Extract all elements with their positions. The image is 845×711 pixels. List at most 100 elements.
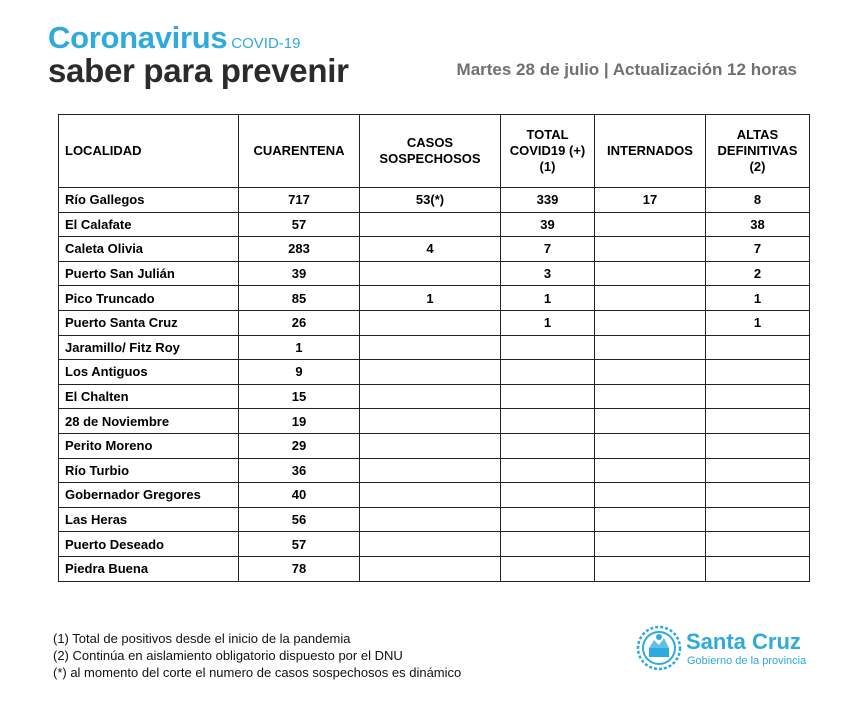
col-header-altas: ALTAS DEFINITIVAS (2) (705, 114, 810, 188)
header-subtitle: saber para prevenir (48, 52, 349, 89)
footnote: (1) Total de positivos desde el inicio d… (53, 631, 351, 646)
header-line: COVID19 (+) (509, 143, 586, 158)
table-cell (359, 408, 501, 434)
table-cell (705, 383, 810, 410)
table-cell: 1 (705, 309, 810, 336)
table-cell: 8 (705, 187, 810, 213)
table-row: Puerto San Julián 39 3 2 (58, 260, 810, 287)
cell-localidad: Gobernador Gregores (58, 482, 239, 508)
table-cell (594, 408, 706, 434)
cell-localidad: Jaramillo/ Fitz Roy (58, 334, 239, 361)
table-cell (500, 531, 595, 557)
cell-localidad: Perito Moreno (58, 432, 239, 459)
table-row: El Chalten 15 (58, 383, 810, 410)
table-cell: 9 (238, 359, 360, 385)
table-row: Jaramillo/ Fitz Roy 1 (58, 334, 810, 361)
table-cell: 56 (238, 506, 360, 533)
table-cell (705, 531, 810, 557)
header-line: CASOS (406, 135, 454, 150)
table-cell: 3 (500, 260, 595, 287)
table-row: Las Heras 56 (58, 506, 810, 533)
table-cell (359, 260, 501, 287)
header-line: (1) (539, 159, 556, 174)
table-cell (594, 555, 706, 582)
cell-localidad: Río Turbio (58, 457, 239, 484)
table-cell (705, 482, 810, 508)
table-cell: 283 (238, 236, 360, 262)
header-line: DEFINITIVAS (717, 143, 798, 158)
table-cell: 7 (705, 236, 810, 262)
table-cell (500, 457, 595, 484)
footnote: (*) al momento del corte el numero de ca… (53, 665, 462, 680)
table-cell: 717 (238, 187, 360, 213)
table-cell (500, 555, 595, 582)
table-cell (359, 457, 501, 484)
cell-localidad: Las Heras (58, 506, 239, 533)
table-cell: 53(*) (359, 187, 501, 213)
cell-localidad: Los Antiguos (58, 359, 239, 385)
table-row: Puerto Santa Cruz 26 1 1 (58, 309, 810, 336)
table-cell: 39 (500, 211, 595, 238)
table-cell (594, 482, 706, 508)
table-cell: 1 (500, 285, 595, 311)
col-header-cuarentena: CUARENTENA (238, 114, 360, 188)
table-cell (705, 432, 810, 459)
table-cell (594, 531, 706, 557)
table-cell (594, 236, 706, 262)
table-cell: 40 (238, 482, 360, 508)
table-cell: 1 (238, 334, 360, 361)
title-text: Coronavirus (48, 20, 228, 55)
table-cell (705, 457, 810, 484)
table-cell: 1 (705, 285, 810, 311)
table-cell (500, 506, 595, 533)
table-cell (594, 334, 706, 361)
cell-localidad: Piedra Buena (58, 555, 239, 582)
header-line: SOSPECHOSOS (379, 151, 481, 166)
table-cell (594, 359, 706, 385)
cell-localidad: Puerto Santa Cruz (58, 309, 239, 336)
table-cell (594, 506, 706, 533)
cell-localidad: El Calafate (58, 211, 239, 238)
table-cell: 339 (500, 187, 595, 213)
table-cell (359, 383, 501, 410)
table-cell: 17 (594, 187, 706, 213)
table-row: Gobernador Gregores 40 (58, 482, 810, 508)
table-cell (594, 309, 706, 336)
footnote: (2) Continúa en aislamiento obligatorio … (53, 648, 403, 663)
table-cell (359, 359, 501, 385)
table-cell (359, 482, 501, 508)
table-cell: 15 (238, 383, 360, 410)
table-cell (359, 506, 501, 533)
table-cell: 29 (238, 432, 360, 459)
table-row: Río Turbio 36 (58, 457, 810, 484)
cell-localidad: Pico Truncado (58, 285, 239, 311)
table-row: Piedra Buena 78 (58, 555, 810, 582)
table-cell: 7 (500, 236, 595, 262)
table-cell (359, 334, 501, 361)
cell-localidad: Puerto Deseado (58, 531, 239, 557)
table-cell (359, 531, 501, 557)
table-cell (359, 555, 501, 582)
table-cell (359, 211, 501, 238)
logo-name: Santa Cruz (686, 629, 801, 654)
table-cell: 19 (238, 408, 360, 434)
table-cell: 57 (238, 211, 360, 238)
table-body: Río Gallegos 717 53(*) 339 17 8 El Calafate 57 3… (58, 187, 810, 582)
table-cell: 2 (705, 260, 810, 287)
table-cell (594, 211, 706, 238)
table-cell (594, 457, 706, 484)
table-cell (500, 359, 595, 385)
santa-cruz-logo: Santa Cruz Gobierno de la provincia (636, 625, 826, 675)
table-cell (594, 260, 706, 287)
table-cell: 4 (359, 236, 501, 262)
header-title: Coronavirus COVID-19 (48, 20, 300, 56)
header-line: ALTAS (736, 127, 779, 142)
table-cell (594, 383, 706, 410)
table-cell (500, 383, 595, 410)
table-cell (705, 334, 810, 361)
header-line: (2) (749, 159, 766, 174)
col-header-localidad: LOCALIDAD (58, 114, 239, 188)
cell-localidad: Caleta Olivia (58, 236, 239, 262)
cases-table: LOCALIDAD CUARENTENA CASOS SOSPECHOSOS TO… (58, 114, 810, 582)
table-header-row: LOCALIDAD CUARENTENA CASOS SOSPECHOSOS TO… (58, 114, 810, 188)
